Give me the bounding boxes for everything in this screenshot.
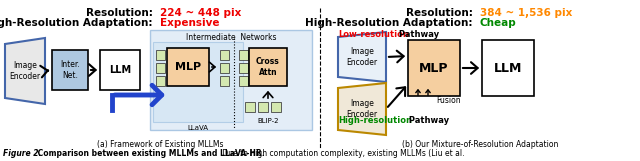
Bar xyxy=(156,63,165,73)
Text: Image
Encoder: Image Encoder xyxy=(346,47,378,67)
Text: Comparison between existing MLLMs and LLaVA-HR.: Comparison between existing MLLMs and LL… xyxy=(35,149,265,158)
Bar xyxy=(220,50,229,60)
Text: Image
Encoder: Image Encoder xyxy=(10,61,40,81)
Bar xyxy=(153,42,243,122)
Bar xyxy=(258,102,268,112)
Bar xyxy=(239,50,248,60)
Text: Low-resolution: Low-resolution xyxy=(338,30,409,39)
Text: Resolution:: Resolution: xyxy=(86,8,160,18)
Polygon shape xyxy=(338,83,386,135)
Text: Figure 2.: Figure 2. xyxy=(3,149,42,158)
Text: High-resolution: High-resolution xyxy=(338,116,412,125)
Bar xyxy=(220,76,229,86)
Text: Expensive: Expensive xyxy=(160,18,220,28)
Text: Resolution:: Resolution: xyxy=(406,8,480,18)
Text: MLP: MLP xyxy=(175,62,201,72)
Text: 384 ~ 1,536 pix: 384 ~ 1,536 pix xyxy=(480,8,572,18)
Text: LLM: LLM xyxy=(109,65,131,75)
Text: BLIP-2: BLIP-2 xyxy=(257,118,279,124)
Text: (b) Our Mixture-of-Resolution Adaptation: (b) Our Mixture-of-Resolution Adaptation xyxy=(402,140,558,149)
Bar xyxy=(52,50,88,90)
Polygon shape xyxy=(338,32,386,82)
Text: High-Resolution Adaptation:: High-Resolution Adaptation: xyxy=(0,18,160,28)
Text: Fusion: Fusion xyxy=(436,95,461,104)
Text: LLaVA: LLaVA xyxy=(188,125,209,131)
Bar xyxy=(239,63,248,73)
Bar xyxy=(482,40,534,96)
Text: Cross
Attn: Cross Attn xyxy=(256,57,280,77)
Bar xyxy=(220,63,229,73)
Text: Intermediate  Networks: Intermediate Networks xyxy=(186,33,276,42)
Polygon shape xyxy=(5,38,45,104)
Bar xyxy=(156,50,165,60)
Bar xyxy=(239,76,248,86)
Text: Inter.
Net.: Inter. Net. xyxy=(60,60,80,80)
Text: LLM: LLM xyxy=(494,62,522,75)
Bar xyxy=(156,76,165,86)
Bar xyxy=(167,48,209,86)
Text: 224 ~ 448 pix: 224 ~ 448 pix xyxy=(160,8,241,18)
Bar xyxy=(271,102,281,112)
Bar xyxy=(249,48,287,86)
Bar xyxy=(100,50,140,90)
Text: Image
Encoder: Image Encoder xyxy=(346,99,378,119)
Text: High-Resolution Adaptation:: High-Resolution Adaptation: xyxy=(305,18,480,28)
Text: Pathway: Pathway xyxy=(406,116,449,125)
Bar xyxy=(408,40,460,96)
Bar xyxy=(245,102,255,112)
Bar xyxy=(150,30,312,130)
Text: MLP: MLP xyxy=(419,62,449,75)
Text: Due to high computation complexity, existing MLLMs (Liu et al.: Due to high computation complexity, exis… xyxy=(220,149,465,158)
Text: Cheap: Cheap xyxy=(480,18,516,28)
Text: (a) Framework of Existing MLLMs: (a) Framework of Existing MLLMs xyxy=(97,140,223,149)
Text: Pathway: Pathway xyxy=(396,30,439,39)
